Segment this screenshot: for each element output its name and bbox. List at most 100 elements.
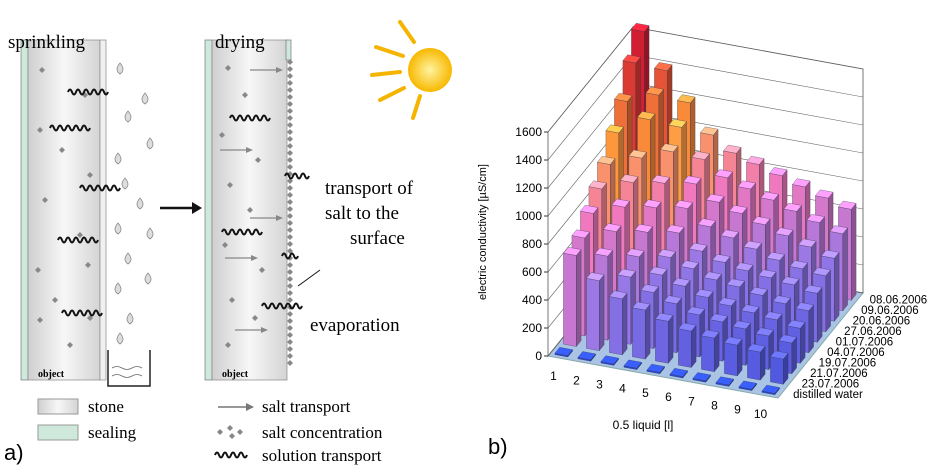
salt-crystal bbox=[287, 283, 293, 289]
y-tick-label: 800 bbox=[522, 237, 542, 251]
salt-crystal bbox=[287, 234, 293, 240]
y-tick-label: 200 bbox=[522, 321, 542, 335]
salt-crystal bbox=[287, 227, 293, 233]
bar-front bbox=[770, 357, 783, 385]
salt-crystal bbox=[229, 433, 235, 439]
salt-crystal bbox=[287, 87, 293, 93]
legend-swatch bbox=[38, 425, 78, 440]
figure: sprinkling object drying object transpor… bbox=[0, 0, 938, 466]
bar-front bbox=[609, 297, 622, 355]
salt-crystal bbox=[287, 318, 293, 324]
droplet bbox=[147, 138, 153, 149]
y-tick-label: 600 bbox=[522, 265, 542, 279]
sealing-strip bbox=[286, 40, 291, 60]
salt-crystal bbox=[287, 311, 293, 317]
bar-front bbox=[632, 308, 645, 359]
legend-label: solution transport bbox=[262, 446, 382, 465]
salt-crystal bbox=[287, 269, 293, 275]
x-tick-label: 10 bbox=[754, 407, 768, 421]
salt-crystal bbox=[287, 206, 293, 212]
salt-crystal bbox=[287, 150, 293, 156]
annotation: surface bbox=[350, 228, 405, 249]
salt-crystal bbox=[287, 129, 293, 135]
droplet bbox=[115, 223, 121, 234]
bar-side bbox=[576, 250, 581, 347]
bar-side bbox=[817, 287, 822, 342]
salt-crystal bbox=[217, 429, 223, 435]
bar-side bbox=[792, 337, 797, 374]
salt-crystal bbox=[287, 157, 293, 163]
salt-crystal bbox=[287, 143, 293, 149]
droplet bbox=[117, 63, 123, 74]
annotation: transport of bbox=[325, 178, 414, 199]
bar-side bbox=[843, 228, 848, 311]
bar-front bbox=[655, 319, 668, 363]
salt-crystal bbox=[287, 325, 293, 331]
title: drying bbox=[215, 32, 265, 53]
x-tick-label: 2 bbox=[573, 373, 580, 387]
salt-crystal bbox=[287, 185, 293, 191]
panel-label: b) bbox=[488, 434, 508, 459]
water-basin bbox=[108, 350, 150, 386]
salt-crystal bbox=[287, 213, 293, 219]
salt-crystal bbox=[287, 192, 293, 198]
legend-label: stone bbox=[88, 397, 124, 416]
bar-side bbox=[851, 203, 856, 300]
sealing-strip bbox=[21, 40, 28, 380]
salt-crystal bbox=[287, 297, 293, 303]
bar-side bbox=[691, 325, 696, 367]
y-tick-label: 400 bbox=[522, 293, 542, 307]
bar-side bbox=[622, 293, 627, 355]
bar-front bbox=[724, 343, 737, 376]
x-tick-label: 4 bbox=[619, 382, 626, 396]
droplet bbox=[142, 93, 148, 104]
salt-crystal bbox=[287, 220, 293, 226]
pointer bbox=[298, 270, 320, 286]
salt-crystal bbox=[287, 94, 293, 100]
salt-crystal bbox=[287, 115, 293, 121]
bar bbox=[678, 323, 696, 368]
sealing-strip bbox=[205, 40, 212, 380]
droplet bbox=[117, 333, 123, 344]
x-tick-label: 5 bbox=[642, 386, 649, 400]
bar-side bbox=[826, 270, 831, 332]
solution-transport bbox=[285, 174, 309, 179]
panel-b: b) 02004006008001000120014001600electric… bbox=[477, 23, 927, 459]
x-tick-label: 6 bbox=[665, 390, 672, 404]
bar-front bbox=[586, 278, 599, 350]
bar-front bbox=[563, 253, 576, 346]
bar bbox=[724, 337, 742, 376]
bar bbox=[563, 247, 581, 346]
solution-transport bbox=[215, 453, 247, 458]
droplet bbox=[127, 313, 133, 324]
salt-crystal bbox=[287, 136, 293, 142]
x-axis-title: 0.5 liquid [l] bbox=[613, 418, 674, 432]
bar-side bbox=[599, 275, 604, 351]
title: sprinkling bbox=[8, 32, 86, 53]
bar-front bbox=[701, 336, 714, 372]
salt-crystal bbox=[287, 199, 293, 205]
x-tick-label: 7 bbox=[688, 394, 695, 408]
bar-side bbox=[714, 332, 719, 372]
salt-crystal bbox=[287, 262, 293, 268]
bar bbox=[632, 302, 650, 359]
salt-crystal bbox=[287, 339, 293, 345]
salt-crystal bbox=[287, 276, 293, 282]
y-tick-label: 1000 bbox=[515, 209, 542, 223]
salt-crystal bbox=[287, 346, 293, 352]
salt-crystal bbox=[287, 66, 293, 72]
annotation: evaporation bbox=[310, 315, 400, 336]
salt-crystal bbox=[237, 429, 243, 435]
y-tick-label: 1600 bbox=[515, 125, 542, 139]
bar bbox=[586, 272, 604, 350]
legend-label: sealing bbox=[88, 423, 137, 442]
salt-crystal bbox=[287, 73, 293, 79]
x-tick-label: 3 bbox=[596, 378, 603, 392]
x-tick-label: 9 bbox=[734, 403, 741, 417]
droplet bbox=[115, 283, 121, 294]
annotation: salt to the bbox=[325, 203, 399, 224]
x-tick-label: 8 bbox=[711, 399, 718, 413]
block-label: object bbox=[222, 369, 249, 380]
arrowhead bbox=[192, 202, 202, 214]
droplet bbox=[147, 228, 153, 239]
